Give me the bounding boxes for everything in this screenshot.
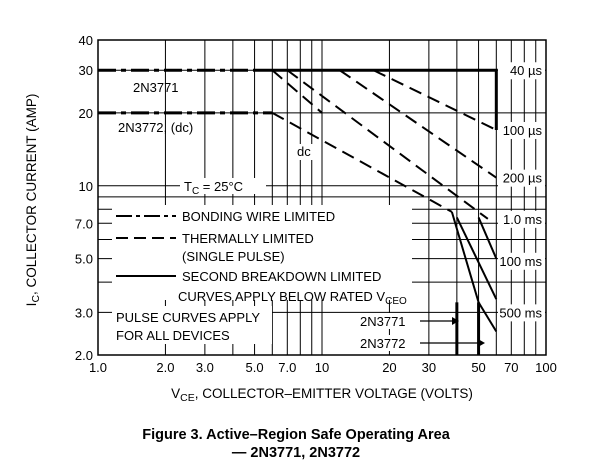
pulse-label-bg <box>498 210 545 228</box>
x-tick-label: 30 <box>422 360 436 375</box>
label-2n3772-dc: 2N3772, (dc) <box>118 120 193 135</box>
x-tick-label: 5.0 <box>246 360 264 375</box>
series-line <box>455 216 498 300</box>
y-tick-label: 2.0 <box>75 348 93 363</box>
pulse-label: 1.0 ms <box>503 212 543 227</box>
legend-label-bonding: BONDING WIRE LIMITED <box>182 209 335 224</box>
x-tick-label: 10 <box>315 360 329 375</box>
pulse-label: 40 µs <box>510 63 543 78</box>
soa-chart: 1.0 2.0 3.0 5.0 7.0 10 20 30 50 70 1002.03.05.07.0… <box>24 33 557 404</box>
x-tick-label: 100 <box>535 360 557 375</box>
arrowhead-2n3772 <box>478 339 485 347</box>
series-line <box>254 68 498 130</box>
x-tick-label: 2.0 <box>156 360 174 375</box>
plot-frame <box>97 39 547 356</box>
axis-titles: VCE, COLLECTOR–EMITTER VOLTAGE (VOLTS) I… <box>24 94 473 404</box>
pulse-labels: 40 µs 100 µs 200 µs 1.0 ms 100 ms 500 ms <box>498 62 545 322</box>
legend-note: CURVES APPLY BELOW RATED VCEO <box>178 289 407 307</box>
pulse-label-bg <box>498 62 545 80</box>
x-tick-label: 3.0 <box>196 360 214 375</box>
series-line <box>450 211 498 333</box>
y-tick-label: 20 <box>79 106 93 121</box>
svg-text:TC = 25°C: TC = 25°C <box>184 179 243 197</box>
temperature-label: TC = 25°C <box>180 178 266 197</box>
chart-legend: BONDING WIRE LIMITED THERMALLY LIMITED (… <box>112 205 412 307</box>
series-line <box>373 69 497 131</box>
label-2n3771-arrow: 2N3771 <box>360 314 406 329</box>
pulse-label-bg <box>498 169 545 187</box>
x-tick-label: 1.0 <box>89 360 107 375</box>
pulse-label: 100 µs <box>503 123 543 138</box>
series-line <box>271 112 453 213</box>
x-tick-label: 50 <box>471 360 485 375</box>
x-tick-label: 70 <box>504 360 518 375</box>
x-tick-label: 7.0 <box>278 360 296 375</box>
pulse-note-line2: FOR ALL DEVICES <box>116 328 230 343</box>
pulse-label-bg <box>498 252 545 270</box>
pulse-note: PULSE CURVES APPLY FOR ALL DEVICES <box>112 306 272 344</box>
y-axis-title: IC, COLLECTOR CURRENT (AMP) <box>24 94 42 307</box>
figure-caption-line1: Figure 3. Active–Region Safe Operating A… <box>142 427 450 443</box>
y-tick-label: 5.0 <box>75 252 93 267</box>
label-2n3771-top: 2N3771 <box>133 80 179 95</box>
x-tick-label: 20 <box>382 360 396 375</box>
series-line <box>339 69 497 179</box>
series-layer <box>98 68 498 355</box>
legend-label-second-breakdown: SECOND BREAKDOWN LIMITED <box>182 269 381 284</box>
legend-label-thermal: THERMALLY LIMITED <box>182 231 314 246</box>
series-line <box>286 69 489 220</box>
pulse-label: 200 µs <box>503 171 543 186</box>
series-line <box>477 217 498 260</box>
y-tick-label: 40 <box>79 33 93 48</box>
arrowhead-2n3771 <box>452 317 459 325</box>
x-axis-title: VCE, COLLECTOR–EMITTER VOLTAGE (VOLTS) <box>171 386 473 404</box>
pulse-label-bg <box>498 121 545 139</box>
y-tick-label: 30 <box>79 63 93 78</box>
y-tick-label: 7.0 <box>75 216 93 231</box>
device-labels: 2N3771 2N3772, (dc) dc 2N3771 2N3772 <box>118 80 485 351</box>
series-line <box>271 69 323 114</box>
y-tick-label: 10 <box>79 179 93 194</box>
legend-label-single-pulse: (SINGLE PULSE) <box>182 249 285 264</box>
pulse-label-bg <box>498 304 545 322</box>
pulse-note-line1: PULSE CURVES APPLY <box>116 310 260 325</box>
label-dc: dc <box>297 144 311 159</box>
label-2n3772-arrow: 2N3772 <box>360 336 406 351</box>
figure-caption-line2: — 2N3771, 2N3772 <box>231 445 361 461</box>
pulse-label: 100 ms <box>499 254 542 269</box>
pulse-label: 500 ms <box>499 305 542 320</box>
tick-labels: 1.0 2.0 3.0 5.0 7.0 10 20 30 50 70 1002.03.05.07.0… <box>75 33 557 375</box>
y-tick-label: 3.0 <box>75 305 93 320</box>
